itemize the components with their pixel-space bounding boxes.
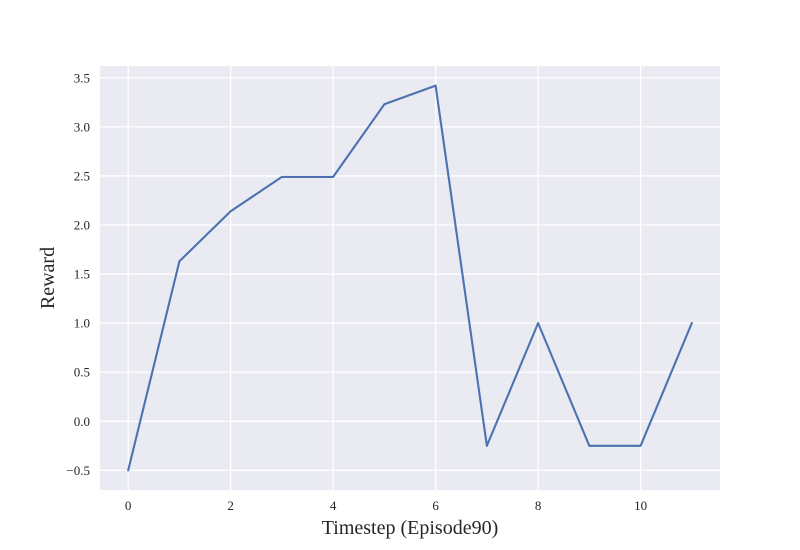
y-tick-label: 0.0 — [74, 414, 90, 429]
y-tick-label: 1.5 — [74, 267, 90, 282]
x-tick-label: 4 — [330, 498, 337, 513]
plot-area — [100, 66, 720, 490]
y-tick-label: 1.0 — [74, 316, 90, 331]
x-tick-label: 6 — [432, 498, 439, 513]
y-tick-label: 2.0 — [74, 218, 90, 233]
y-tick-label: −0.5 — [66, 463, 90, 478]
y-axis-title: Reward — [37, 247, 59, 309]
series-layer — [127, 84, 693, 472]
y-tick-label: 3.0 — [74, 119, 90, 134]
y-tick-label: 3.5 — [74, 70, 90, 85]
x-tick-label: 10 — [634, 498, 647, 513]
x-tick-label: 2 — [227, 498, 234, 513]
x-tick-label: 8 — [535, 498, 542, 513]
y-tick-label: 2.5 — [74, 168, 90, 183]
x-tick-label: 0 — [125, 498, 132, 513]
series-line — [127, 84, 693, 472]
grid-lines — [100, 66, 720, 490]
x-axis-title: Timestep (Episode90) — [322, 517, 498, 539]
y-tick-label: 0.5 — [74, 365, 90, 380]
tick-labels: 0 2 4 6 8 10 −0.5 0.0 0.5 1.0 1.5 2.0 2.5 3.0 3.5 — [66, 70, 647, 513]
